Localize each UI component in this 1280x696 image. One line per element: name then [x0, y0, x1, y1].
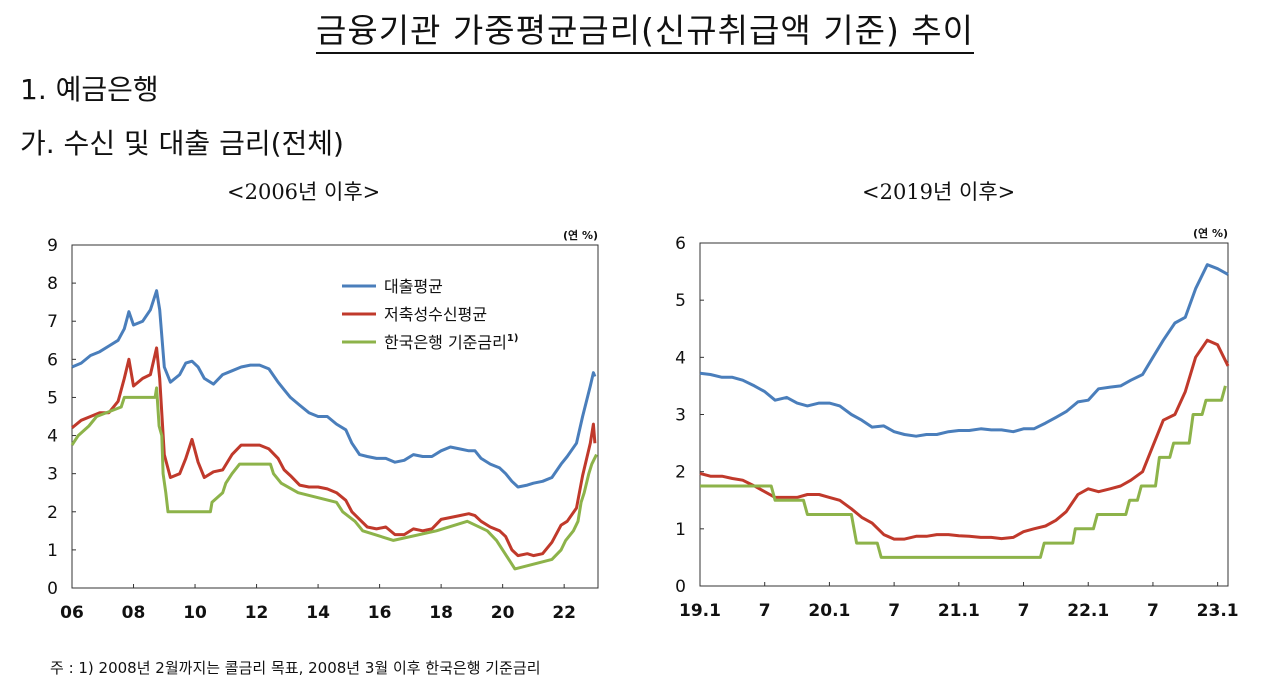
section-heading: 1. 예금은행	[20, 73, 159, 106]
series-line-1	[699, 263, 1229, 438]
x-tick-label: 19.1	[679, 601, 721, 621]
x-tick-label: 7	[888, 601, 900, 621]
series-line-2	[699, 338, 1230, 541]
x-tick-label: 06	[60, 603, 84, 623]
x-tick-label: 7	[1147, 601, 1159, 621]
chart-2019: (연 %) 0 1 2 3 4 5 6 19.1 7 20.1 7 21.1 7 22.1 7 23.1	[675, 226, 1239, 621]
y-tick-label: 3	[675, 406, 686, 426]
y-tick-label: 7	[47, 312, 58, 332]
x-tick-label: 7	[1018, 601, 1030, 621]
x-tick-label: 20	[491, 603, 515, 623]
x-tick-label: 16	[368, 603, 392, 623]
x-tick-label: 22.1	[1067, 601, 1109, 621]
x-tick-label: 23.1	[1197, 601, 1239, 621]
series-line-3	[70, 386, 598, 571]
chart-title-left: <2006년 이후>	[227, 180, 381, 204]
x-tick-label: 21.1	[938, 601, 980, 621]
chart-title-right: <2019년 이후>	[862, 180, 1016, 204]
y-tick-label: 5	[675, 291, 686, 311]
series-line-3	[700, 385, 1227, 559]
y-tick-label: 6	[47, 350, 58, 370]
x-tick-label: 14	[306, 603, 330, 623]
y-tick-label: 5	[47, 388, 58, 408]
series-line-1	[71, 289, 597, 489]
y-tick-label: 0	[47, 579, 58, 599]
y-tick-label: 9	[47, 236, 58, 256]
page-title: 금융기관 가중평균금리(신규취급액 기준) 추이	[0, 4, 1280, 54]
x-tick-label: 20.1	[808, 601, 850, 621]
series-line-2	[71, 346, 597, 558]
x-tick-label: 22	[552, 603, 576, 623]
y-tick-label: 4	[675, 348, 686, 368]
y-tick-label: 3	[47, 465, 58, 485]
x-tick-label: 10	[183, 603, 207, 623]
y-tick-label: 2	[47, 503, 58, 523]
y-tick-label: 1	[47, 541, 58, 561]
legend-label: 저축성수신평균	[384, 305, 487, 324]
y-tick-label: 0	[675, 577, 686, 597]
y-tick-label: 4	[47, 427, 58, 447]
x-tick-label: 18	[429, 603, 453, 623]
legend-label: 대출평균	[384, 277, 443, 296]
x-tick-label: 12	[245, 603, 269, 623]
unit-label: (연 %)	[1193, 226, 1228, 240]
unit-label: (연 %)	[563, 228, 598, 242]
footnote: 주 : 1) 2008년 2월까지는 콜금리 목표, 2008년 3월 이후 한…	[50, 659, 541, 677]
y-tick-label: 1	[675, 520, 686, 540]
y-tick-label: 2	[675, 463, 686, 483]
x-tick-label: 08	[122, 603, 146, 623]
x-tick-label: 7	[759, 601, 771, 621]
legend-label: 한국은행 기준금리1)	[384, 333, 518, 352]
subsection-heading: 가. 수신 및 대출 금리(전체)	[20, 127, 344, 160]
plot-frame	[71, 244, 599, 589]
y-tick-label: 6	[675, 234, 686, 254]
y-tick-label: 8	[47, 274, 58, 294]
